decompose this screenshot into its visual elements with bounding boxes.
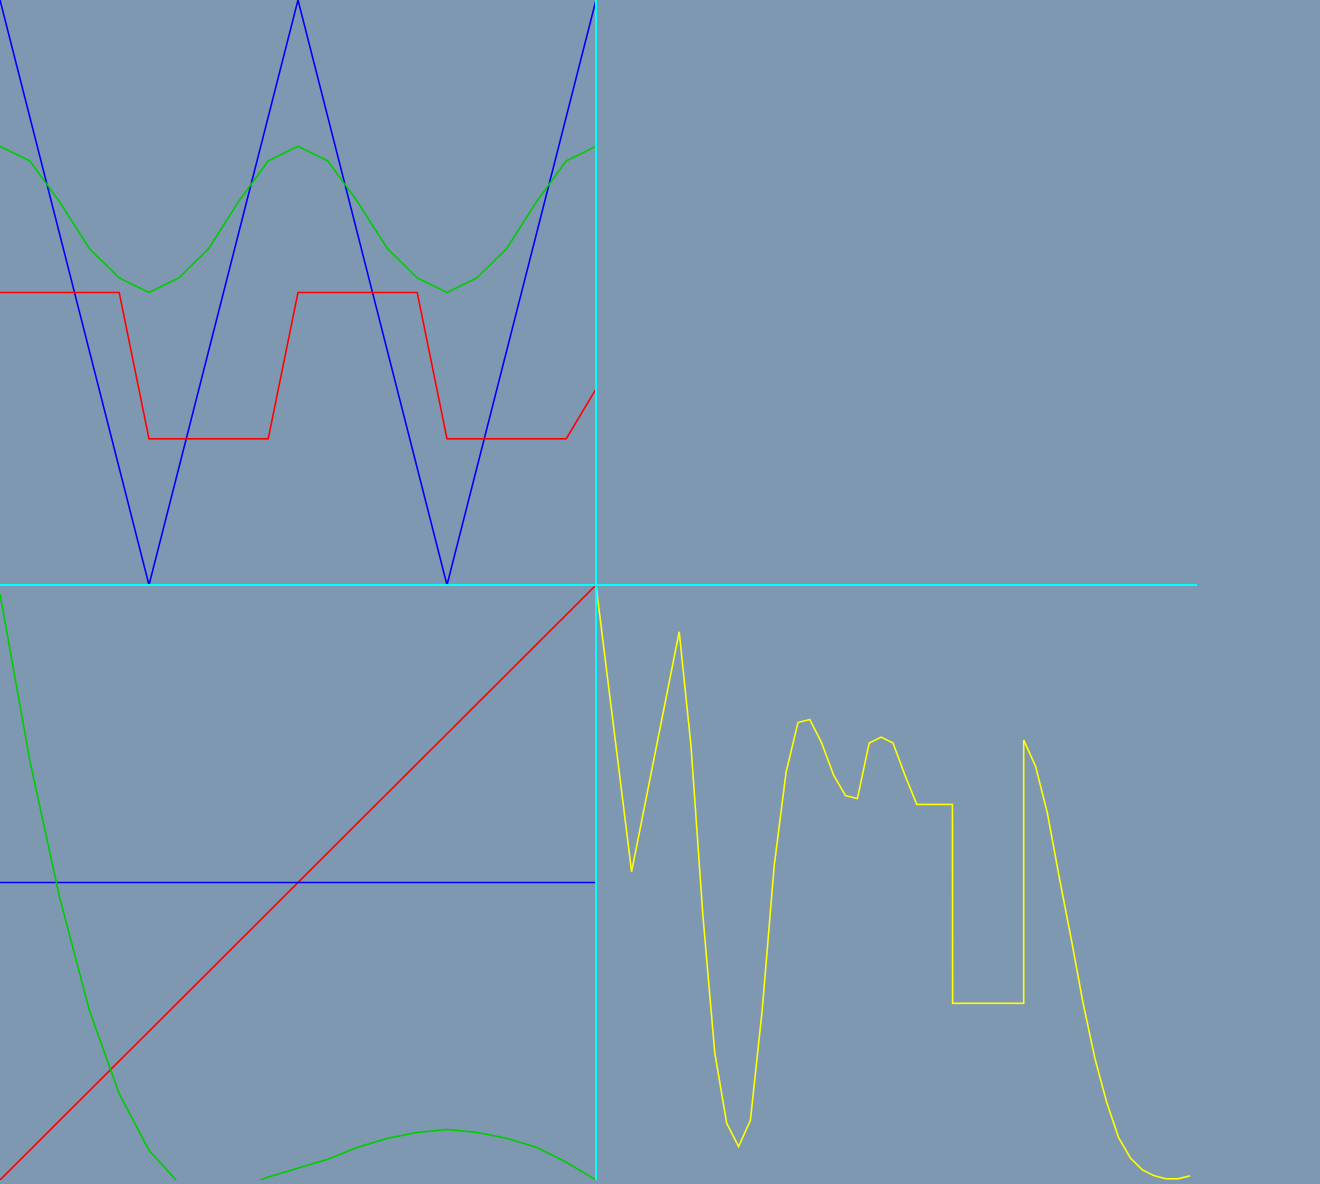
panel-bottom-left <box>0 584 597 1184</box>
bottom-left-series-line-3 <box>0 593 597 1184</box>
bottom-right-series-line-1 <box>595 584 1191 1180</box>
panel-top-left <box>0 0 597 586</box>
top-left-series-line-3 <box>0 291 597 440</box>
panel-bottom-right <box>595 584 1191 1180</box>
top-left-series-line-1 <box>0 0 597 586</box>
top-left-series-line-2 <box>0 145 597 294</box>
